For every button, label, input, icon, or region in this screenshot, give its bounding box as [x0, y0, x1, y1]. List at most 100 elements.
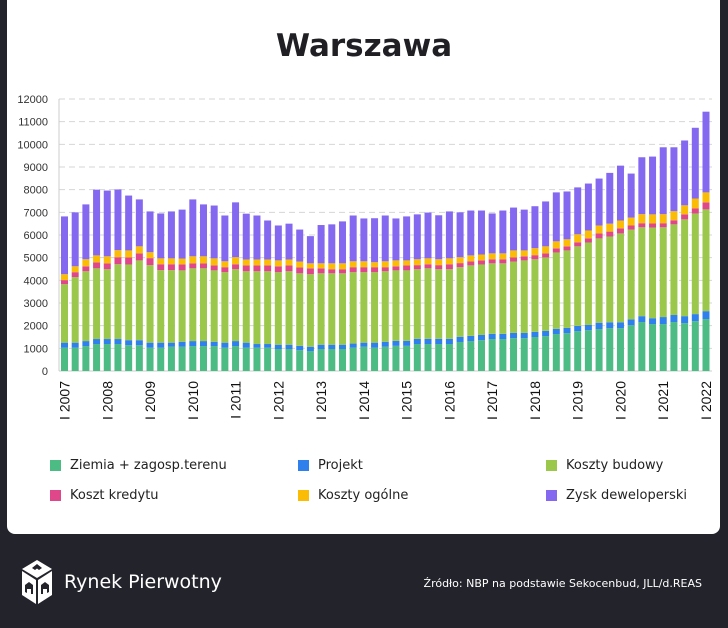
bar-segment — [338, 273, 346, 345]
bar-segment — [445, 338, 453, 345]
bar-stack — [616, 165, 624, 371]
legend-item: Projekt — [298, 458, 363, 473]
bar-segment — [274, 225, 282, 261]
bar-segment — [456, 267, 464, 337]
bar-segment — [306, 263, 314, 269]
bar-segment — [510, 257, 518, 262]
bar-segment — [253, 344, 261, 348]
x-tick-label: I 2009 — [142, 381, 158, 420]
bar-segment — [552, 328, 560, 335]
bar-segment — [627, 225, 635, 230]
x-tick-label: I 2012 — [270, 381, 286, 420]
bar-segment — [467, 265, 475, 336]
bar-segment — [424, 212, 432, 259]
bar-segment — [242, 213, 250, 260]
bar-segment — [125, 345, 133, 371]
bar-stack — [210, 205, 218, 371]
stacked-bar-chart: 0 1000 2000 3000 4000 5000 6000 7000 8000 9000 100… — [17, 94, 714, 420]
bar-segment — [157, 264, 165, 271]
bar-stack — [103, 190, 111, 371]
bar-stack — [403, 216, 411, 371]
bar-segment — [338, 344, 346, 350]
bar-segment — [103, 263, 111, 270]
bar-stack — [467, 210, 475, 371]
bar-segment — [510, 332, 518, 339]
bar-segment — [616, 220, 624, 229]
x-tick-label: I 2007 — [57, 381, 73, 420]
bar-stack — [71, 212, 79, 371]
bar-segment — [317, 344, 325, 350]
bar-segment — [584, 230, 592, 239]
bar-segment — [71, 347, 79, 371]
bar-segment — [221, 272, 229, 343]
bar-segment — [467, 261, 475, 266]
bar-segment — [681, 219, 689, 317]
bar-segment — [125, 257, 133, 265]
bar-segment — [616, 228, 624, 234]
bar-segment — [114, 257, 122, 265]
bar-segment — [413, 265, 421, 270]
bar-segment — [574, 246, 582, 326]
bar-segment — [435, 344, 443, 371]
bar-segment — [264, 344, 272, 348]
bar-segment — [659, 324, 667, 371]
bar-segment — [649, 156, 657, 215]
bar-segment — [702, 192, 710, 203]
bar-segment — [531, 248, 539, 256]
bar-segment — [167, 211, 175, 259]
bar-segment — [649, 318, 657, 325]
bar-segment — [488, 213, 496, 254]
bar-segment — [93, 339, 101, 345]
bar-segment — [392, 345, 400, 371]
bar-segment — [274, 349, 282, 371]
bar-segment — [392, 260, 400, 267]
bar-segment — [681, 316, 689, 324]
bar-segment — [488, 339, 496, 371]
bar-segment — [199, 268, 207, 342]
bar-segment — [338, 263, 346, 270]
x-tick-label: I 2018 — [527, 381, 543, 420]
bar-segment — [328, 263, 336, 270]
bar-segment — [659, 317, 667, 325]
bar-segment — [199, 204, 207, 257]
bar-segment — [510, 261, 518, 333]
bar-segment — [702, 202, 710, 210]
bar-segment — [306, 274, 314, 347]
bar-segment — [381, 215, 389, 262]
bar-segment — [488, 253, 496, 260]
bar-segment — [595, 225, 603, 234]
x-tick-label: I 2021 — [655, 381, 671, 420]
bar-segment — [167, 270, 175, 343]
bar-segment — [306, 351, 314, 371]
bar-stack — [61, 216, 68, 371]
bar-stack — [114, 189, 122, 371]
bar-segment — [253, 347, 261, 371]
bar-segment — [264, 259, 272, 266]
bar-segment — [691, 213, 699, 315]
bar-segment — [242, 347, 250, 371]
bar-segment — [264, 265, 272, 272]
bar-segment — [146, 265, 154, 343]
bar-segment — [264, 271, 272, 345]
bar-stack — [681, 140, 689, 371]
bar-segment — [499, 263, 507, 334]
bar-stack — [477, 210, 485, 371]
bar-segment — [627, 173, 635, 218]
x-tick-label: I 2017 — [484, 381, 500, 420]
bar-segment — [199, 341, 207, 347]
y-tick-label: 8000 — [24, 185, 48, 197]
bar-segment — [670, 147, 678, 212]
bar-segment — [253, 271, 261, 345]
bar-segment — [178, 258, 186, 265]
bar-segment — [199, 256, 207, 264]
bar-segment — [638, 227, 646, 317]
bar-segment — [702, 209, 710, 312]
bar-segment — [328, 344, 336, 350]
bar-stack — [606, 172, 614, 371]
bar-segment — [178, 341, 186, 347]
bar-segment — [574, 242, 582, 247]
legend-label: Zysk deweloperski — [566, 488, 687, 503]
legend-swatch — [298, 460, 309, 471]
bar-segment — [520, 250, 528, 257]
bar-segment — [371, 267, 379, 273]
